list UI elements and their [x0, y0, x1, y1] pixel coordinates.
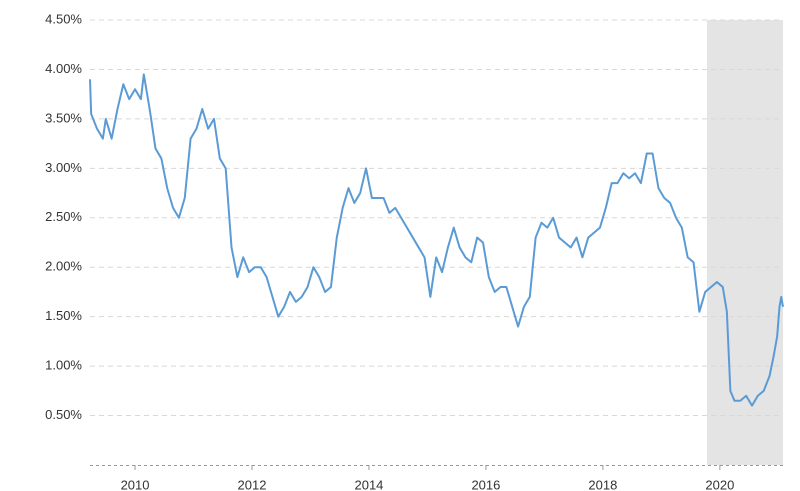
y-tick-label: 4.00% [45, 61, 82, 76]
x-tick-label: 2010 [121, 477, 150, 491]
y-tick-label: 1.50% [45, 308, 82, 323]
shaded-region [706, 20, 783, 465]
y-tick-label: 1.00% [45, 358, 82, 373]
x-tick-label: 2014 [354, 477, 383, 491]
x-tick-label: 2016 [471, 477, 500, 491]
y-tick-label: 2.00% [45, 259, 82, 274]
y-tick-label: 0.50% [45, 407, 82, 422]
x-tick-label: 2020 [705, 477, 734, 491]
x-tick-label: 2018 [588, 477, 617, 491]
y-tick-label: 3.00% [45, 160, 82, 175]
y-tick-label: 2.50% [45, 209, 82, 224]
y-tick-label: 4.50% [45, 11, 82, 26]
y-tick-label: 3.50% [45, 110, 82, 125]
data-line [89, 73, 784, 407]
x-tick-label: 2012 [238, 477, 267, 491]
